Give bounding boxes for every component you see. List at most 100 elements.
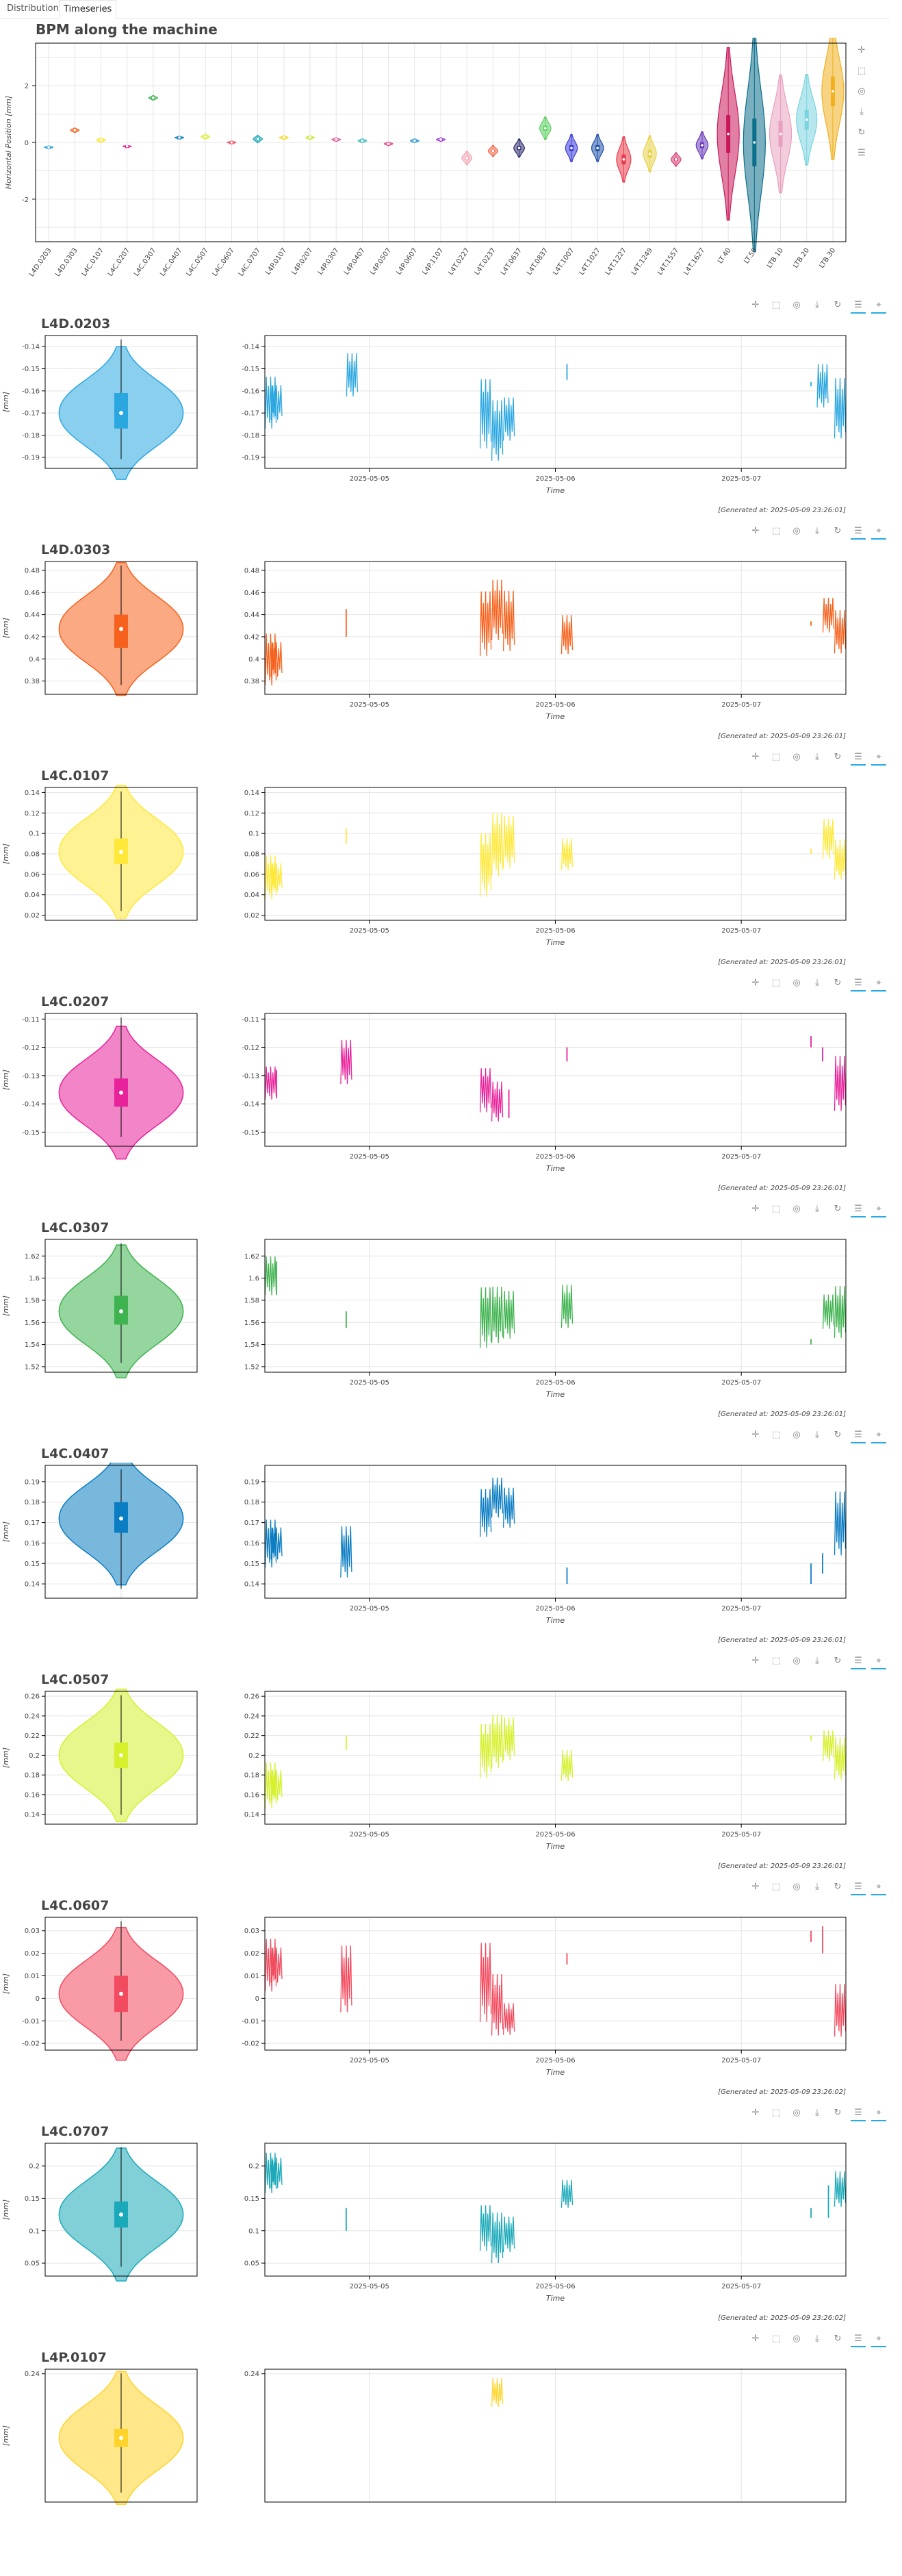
crosshair-icon[interactable]: ⌖	[871, 2332, 886, 2347]
tab-distributions[interactable]: Distributions	[7, 3, 64, 14]
pan-icon[interactable]: ✛	[751, 300, 760, 310]
tab-timeseries[interactable]: Timeseries	[59, 0, 117, 18]
save-icon[interactable]: ⤓	[815, 1430, 819, 1440]
series-segment	[479, 1943, 492, 2022]
wheel-zoom-icon[interactable]: ◎	[793, 978, 801, 988]
crosshair-icon[interactable]: ⌖	[871, 525, 886, 540]
hover-icon[interactable]: ☰	[851, 2106, 866, 2121]
reset-icon[interactable]: ↻	[834, 526, 842, 536]
box-zoom-icon[interactable]: ⬚	[771, 1882, 781, 1892]
panel-charts[interactable]: 0.2 0.15 0.1 0.05 [mm] 0.2 0.15 0.1 0.05 2025-05-…	[0, 2141, 902, 2346]
panel-charts[interactable]: 1.62 1.6 1.58 1.56 1.54 1.52 [mm] 1.62 1.6 1.58 1.…	[0, 1237, 902, 1442]
hover-icon[interactable]: ☰	[851, 1202, 866, 1217]
crosshair-icon[interactable]: ⌖	[871, 750, 886, 766]
pan-icon[interactable]: ✛	[751, 2334, 760, 2344]
violin-median	[119, 1991, 123, 1996]
crosshair-icon[interactable]: ⌖	[871, 299, 886, 314]
wheel-zoom-icon[interactable]: ◎	[793, 526, 801, 536]
pan-icon[interactable]: ✛	[751, 1204, 760, 1214]
hover-icon[interactable]: ☰	[851, 299, 866, 314]
panel-charts[interactable]: 0.03 0.02 0.01 0 -0.01 -0.02 [mm] 0.03 0.02 0.01 0…	[0, 1915, 902, 2120]
y-tick-label: 0.14	[244, 790, 259, 797]
wheel-zoom-icon[interactable]: ◎	[793, 1882, 801, 1892]
pan-icon[interactable]: ✛	[751, 978, 760, 988]
pan-icon[interactable]: ✛	[751, 526, 760, 536]
x-axis-label: Time	[546, 938, 565, 947]
box-zoom-icon[interactable]: ⬚	[771, 1204, 781, 1214]
save-icon[interactable]: ⤓	[815, 300, 819, 310]
save-icon[interactable]: ⤓	[815, 1656, 819, 1666]
reset-icon[interactable]: ↻	[858, 127, 866, 138]
reset-icon[interactable]: ↻	[834, 1656, 842, 1666]
save-icon[interactable]: ⤓	[815, 1882, 819, 1892]
hover-icon[interactable]: ☰	[851, 1880, 866, 1895]
box-zoom-icon[interactable]: ⬚	[771, 1430, 781, 1440]
pan-icon[interactable]: ✛	[751, 2108, 760, 2118]
series-segment	[834, 1055, 847, 1111]
wheel-zoom-icon[interactable]: ◎	[793, 752, 801, 762]
pan-icon[interactable]: ✛	[751, 1882, 760, 1892]
crosshair-icon[interactable]: ⌖	[871, 976, 886, 992]
reset-icon[interactable]: ↻	[834, 2334, 842, 2344]
hover-icon[interactable]: ☰	[851, 750, 866, 766]
panel-charts[interactable]: 0.26 0.24 0.22 0.2 0.18 0.16 0.14 [mm] 0.26 0.24 0…	[0, 1689, 902, 1894]
box-zoom-icon[interactable]: ⬚	[771, 300, 781, 310]
series-segment	[834, 1286, 847, 1338]
panel-charts[interactable]: 0.48 0.46 0.44 0.42 0.4 0.38 [mm] 0.48 0.46 0.44 0…	[0, 559, 902, 764]
save-icon[interactable]: ⤓	[815, 1204, 819, 1214]
wheel-zoom-icon[interactable]: ◎	[793, 1430, 801, 1440]
pan-icon[interactable]: ✛	[751, 752, 760, 762]
hover-icon[interactable]: ☰	[851, 1428, 866, 1443]
crosshair-icon[interactable]: ⌖	[871, 1880, 886, 1895]
wheel-zoom-icon[interactable]: ◎	[793, 1204, 801, 1214]
hover-icon[interactable]: ☰	[858, 148, 866, 158]
reset-icon[interactable]: ↻	[834, 1430, 842, 1440]
wheel-zoom-icon[interactable]: ◎	[793, 2108, 801, 2118]
wheel-zoom-icon[interactable]: ◎	[858, 86, 866, 97]
hover-icon[interactable]: ☰	[851, 525, 866, 540]
reset-icon[interactable]: ↻	[834, 1882, 842, 1892]
save-icon[interactable]: ⤓	[860, 107, 864, 117]
crosshair-icon[interactable]: ⌖	[871, 1654, 886, 1669]
x-tick-label: 2025-05-06	[535, 701, 575, 709]
x-tick-label: L4T.1249	[630, 247, 654, 277]
panel-toolbar: ✛ ⬚ ◎ ⤓ ↻ ☰ ⌖	[748, 976, 892, 992]
box-zoom-icon[interactable]: ⬚	[771, 752, 781, 762]
save-icon[interactable]: ⤓	[815, 2108, 819, 2118]
save-icon[interactable]: ⤓	[815, 978, 819, 988]
pan-icon[interactable]: ✛	[858, 45, 866, 55]
crosshair-icon[interactable]: ⌖	[871, 2106, 886, 2121]
pan-icon[interactable]: ✛	[751, 1430, 760, 1440]
series-segment	[479, 591, 492, 657]
box-zoom-icon[interactable]: ⬚	[771, 978, 781, 988]
panel-charts[interactable]: 0.24 [mm] 0.24	[0, 2366, 902, 2572]
box-zoom-icon[interactable]: ⬚	[857, 66, 866, 76]
box-zoom-icon[interactable]: ⬚	[771, 1656, 781, 1666]
box-zoom-icon[interactable]: ⬚	[771, 526, 781, 536]
wheel-zoom-icon[interactable]: ◎	[793, 1656, 801, 1666]
pan-icon[interactable]: ✛	[751, 1656, 760, 1666]
hover-icon[interactable]: ☰	[851, 1654, 866, 1669]
reset-icon[interactable]: ↻	[834, 752, 842, 762]
reset-icon[interactable]: ↻	[834, 2108, 842, 2118]
wheel-zoom-icon[interactable]: ◎	[793, 2334, 801, 2344]
crosshair-icon[interactable]: ⌖	[871, 1202, 886, 1217]
wheel-zoom-icon[interactable]: ◎	[793, 300, 801, 310]
panel-charts[interactable]: 0.19 0.18 0.17 0.16 0.15 0.14 [mm] 0.19 0.18 0.17…	[0, 1463, 902, 1668]
crosshair-icon[interactable]: ⌖	[871, 1428, 886, 1443]
save-icon[interactable]: ⤓	[815, 526, 819, 536]
series-segment	[560, 615, 574, 655]
panel-charts[interactable]: 0.140.120.10.080.060.040.02[mm]0.140.120…	[0, 785, 902, 990]
panel-charts[interactable]: -0.11 -0.12 -0.13 -0.14 -0.15 [mm] -0.11 -0.12 -…	[0, 1011, 902, 1216]
hover-icon[interactable]: ☰	[851, 2332, 866, 2347]
reset-icon[interactable]: ↻	[834, 978, 842, 988]
hover-icon[interactable]: ☰	[851, 976, 866, 992]
save-icon[interactable]: ⤓	[815, 752, 819, 762]
panel-charts[interactable]: -0.14 -0.15 -0.16 -0.17 -0.18 -0.19 [mm] -0.14 -…	[0, 333, 902, 538]
box-zoom-icon[interactable]: ⬚	[771, 2334, 781, 2344]
save-icon[interactable]: ⤓	[815, 2334, 819, 2344]
reset-icon[interactable]: ↻	[834, 1204, 842, 1214]
reset-icon[interactable]: ↻	[834, 300, 842, 310]
box-zoom-icon[interactable]: ⬚	[771, 2108, 781, 2118]
overview-chart[interactable]: L4D.0203 L4D.0303 L4C.0107 L4C.0207 L4C.0307…	[0, 38, 902, 298]
